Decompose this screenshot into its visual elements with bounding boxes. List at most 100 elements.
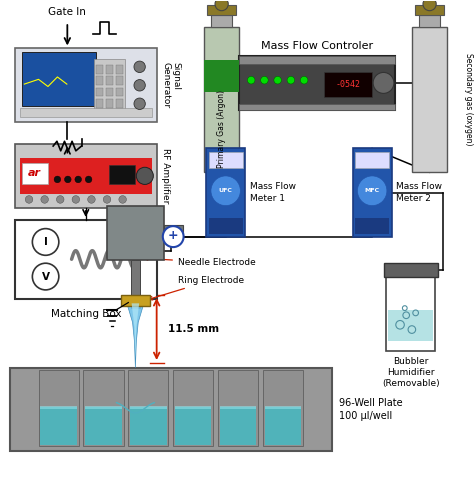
Bar (107, 206, 164, 261)
Circle shape (134, 98, 146, 109)
Circle shape (163, 226, 183, 247)
Circle shape (56, 196, 64, 203)
Bar (383, 263, 438, 277)
Bar (265, 406, 301, 409)
Bar (239, 104, 395, 110)
Bar (415, 5, 444, 15)
Bar (96, 65, 103, 74)
Polygon shape (127, 304, 144, 368)
Bar (15, 220, 156, 299)
Bar (206, 149, 245, 237)
Circle shape (25, 196, 33, 203)
Bar (96, 99, 103, 108)
Circle shape (54, 176, 61, 183)
Text: Mass Flow
Meter 2: Mass Flow Meter 2 (396, 183, 442, 203)
Bar (22, 53, 96, 106)
Text: Bubbler
Humidifier
(Removable): Bubbler Humidifier (Removable) (382, 357, 439, 388)
Text: MFC: MFC (365, 188, 380, 193)
Bar (130, 407, 166, 445)
Bar (94, 59, 126, 110)
Text: I: I (44, 237, 47, 247)
Circle shape (423, 0, 436, 11)
Polygon shape (132, 304, 139, 358)
Text: Mass Flow
Meter 1: Mass Flow Meter 1 (250, 183, 296, 203)
Bar (239, 55, 395, 110)
Bar (15, 48, 156, 122)
Bar (106, 65, 113, 74)
Bar (173, 370, 213, 446)
Circle shape (357, 176, 387, 206)
Circle shape (32, 263, 59, 290)
Bar (40, 406, 77, 409)
Bar (85, 406, 122, 409)
Bar (131, 261, 140, 308)
Text: Gate In: Gate In (48, 7, 86, 17)
Bar (211, 15, 232, 27)
Bar (218, 370, 258, 446)
Circle shape (85, 176, 92, 183)
Bar (263, 370, 303, 446)
Text: Ring Electrode: Ring Electrode (149, 276, 244, 300)
Bar (209, 152, 243, 168)
Text: Matching Box: Matching Box (51, 309, 121, 319)
Bar (220, 406, 256, 409)
Bar (19, 158, 152, 194)
Bar (96, 76, 103, 85)
Text: Primary Gas (Argon): Primary Gas (Argon) (217, 90, 226, 168)
Circle shape (373, 73, 394, 93)
Bar (388, 341, 433, 348)
Bar (106, 99, 113, 108)
Text: Mass Flow Controler: Mass Flow Controler (261, 41, 374, 51)
Text: 96-Well Plate
100 μl/well: 96-Well Plate 100 μl/well (338, 398, 402, 421)
Text: 11.5 mm: 11.5 mm (168, 324, 219, 334)
Bar (106, 76, 113, 85)
Circle shape (41, 196, 48, 203)
Circle shape (215, 0, 228, 11)
Bar (265, 407, 301, 445)
Text: Signal
Generator: Signal Generator (161, 62, 181, 109)
Text: -0542: -0542 (336, 80, 361, 89)
Bar (83, 370, 124, 446)
Circle shape (247, 76, 255, 84)
Bar (209, 218, 243, 234)
Bar (220, 407, 256, 445)
Bar (22, 163, 48, 184)
Circle shape (261, 76, 268, 84)
Bar (353, 149, 392, 237)
Bar (324, 72, 372, 97)
Circle shape (88, 196, 95, 203)
Text: ar: ar (28, 168, 41, 178)
Bar (175, 407, 211, 445)
Text: V: V (42, 272, 50, 282)
Bar (38, 370, 79, 446)
Bar (419, 15, 440, 27)
Bar (40, 407, 77, 445)
Bar (106, 88, 113, 97)
Bar (204, 27, 239, 172)
Bar (175, 406, 211, 409)
Circle shape (287, 76, 295, 84)
Circle shape (64, 176, 71, 183)
Bar (355, 152, 389, 168)
Bar (386, 277, 436, 351)
Text: RF Amplifier: RF Amplifier (161, 148, 170, 204)
Bar (109, 165, 136, 184)
Bar (208, 5, 236, 15)
Circle shape (119, 196, 127, 203)
Bar (128, 370, 168, 446)
Bar (19, 108, 152, 118)
Bar (116, 99, 123, 108)
Circle shape (75, 176, 82, 183)
Bar (121, 295, 150, 306)
Text: +: + (168, 228, 179, 242)
Bar (15, 144, 156, 208)
Bar (116, 88, 123, 97)
Bar (239, 55, 395, 64)
Bar (116, 65, 123, 74)
Circle shape (72, 196, 80, 203)
Circle shape (134, 61, 146, 73)
Text: UFC: UFC (219, 188, 233, 193)
Bar (388, 310, 433, 348)
Bar (116, 76, 123, 85)
Circle shape (274, 76, 282, 84)
